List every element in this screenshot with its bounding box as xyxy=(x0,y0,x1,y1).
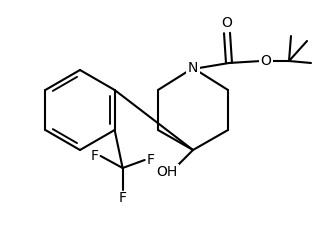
Text: F: F xyxy=(91,149,99,163)
Text: F: F xyxy=(119,191,127,205)
Text: O: O xyxy=(260,54,271,68)
Text: O: O xyxy=(221,16,232,30)
Text: F: F xyxy=(147,153,155,167)
Text: N: N xyxy=(188,61,198,75)
Text: OH: OH xyxy=(156,165,178,179)
